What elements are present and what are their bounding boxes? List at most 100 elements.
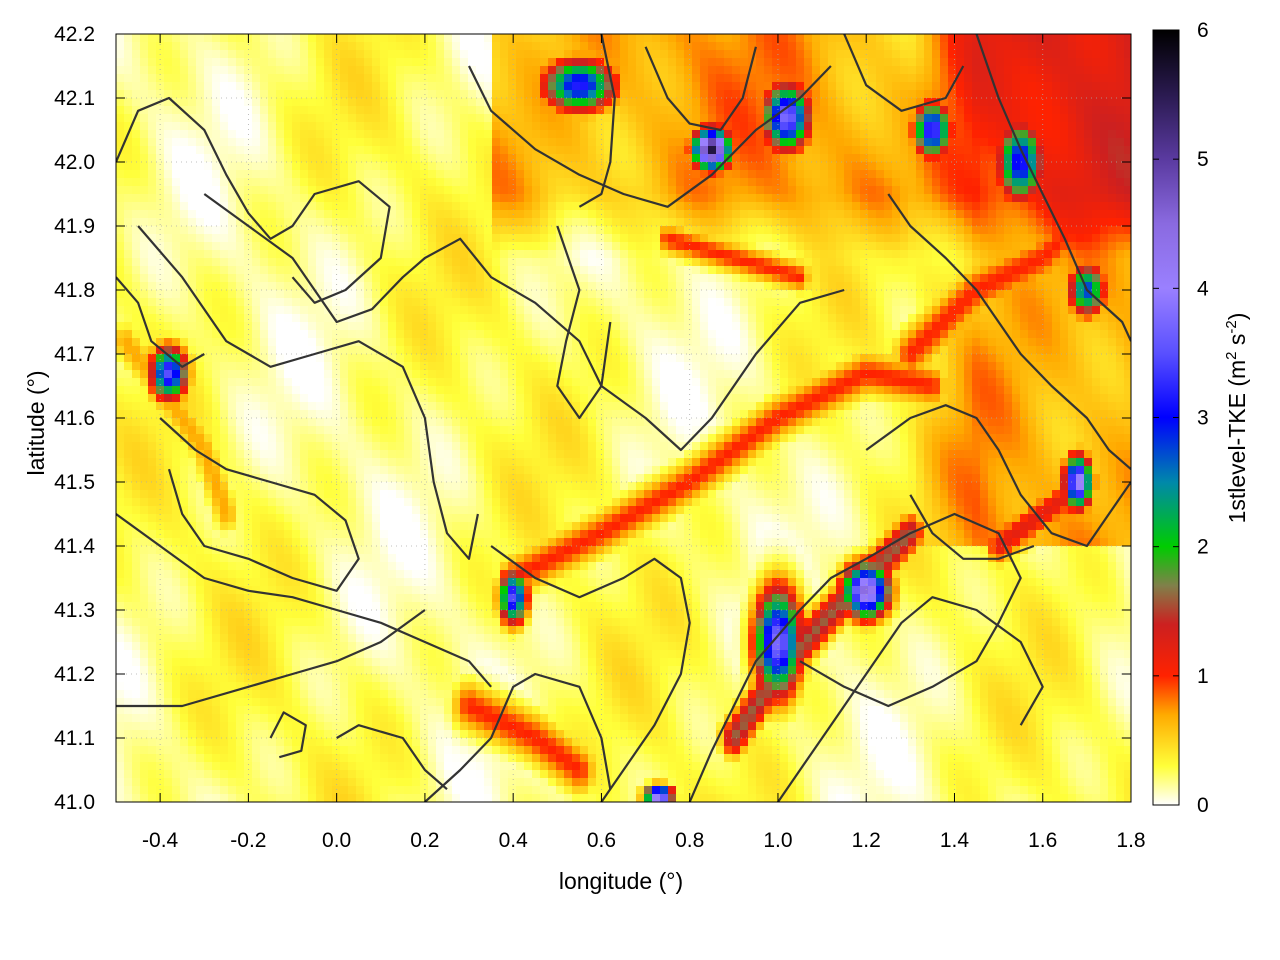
heatmap-cell [932,106,941,115]
heatmap-cell [844,162,853,171]
heatmap-cell [812,82,821,91]
heatmap-cell [772,218,781,227]
heatmap-cell [932,330,941,339]
heatmap-cell [628,122,637,131]
heatmap-cell [1092,322,1101,331]
heatmap-cell [692,154,701,163]
heatmap-cell [1084,202,1093,211]
heatmap-cell [964,322,973,331]
heatmap-cell [204,346,213,355]
heatmap-cell [124,314,133,323]
heatmap-cell [756,234,765,243]
heatmap-cell [1076,162,1085,171]
heatmap-cell [628,202,637,211]
heatmap-cell [148,290,157,299]
heatmap-cell [436,50,445,59]
heatmap-cell [276,178,285,187]
heatmap-cell [340,338,349,347]
heatmap-cell [1124,250,1131,259]
heatmap-cell [588,202,597,211]
heatmap-cell [148,282,157,291]
heatmap-cell [332,346,341,355]
heatmap-cell [884,154,893,163]
heatmap-cell [1092,170,1101,179]
heatmap-cell [1060,226,1069,235]
heatmap-cell [388,290,397,299]
heatmap-cell [420,330,429,339]
heatmap-cell [580,42,589,51]
heatmap-cell [116,266,125,275]
heatmap-cell [644,314,653,323]
heatmap-cell [484,122,493,131]
heatmap-cell [364,34,373,43]
heatmap-cell [164,346,173,355]
heatmap-cell [140,218,149,227]
heatmap-cell [484,266,493,275]
heatmap-cell [444,194,453,203]
heatmap-cell [436,282,445,291]
heatmap-cell [444,42,453,51]
heatmap-cell [988,298,997,307]
heatmap-cell [780,250,789,259]
heatmap-cell [612,194,621,203]
heatmap-cell [1092,234,1101,243]
heatmap-cell [788,210,797,219]
heatmap-cell [212,306,221,315]
heatmap-cell [948,186,957,195]
heatmap-cell [844,314,853,323]
heatmap-cell [148,98,157,107]
heatmap-cell [676,122,685,131]
heatmap-cell [852,330,861,339]
heatmap-cell [548,282,557,291]
heatmap-cell [268,162,277,171]
heatmap-cell [548,170,557,179]
heatmap-cell [612,154,621,163]
heatmap-cell [684,242,693,251]
heatmap-cell [708,138,717,147]
heatmap-cell [988,50,997,59]
heatmap-cell [284,42,293,51]
heatmap-cell [716,42,725,51]
heatmap-cell [252,258,261,267]
heatmap-cell [404,138,413,147]
heatmap-cell [436,330,445,339]
heatmap-cell [292,346,301,355]
heatmap-cell [692,266,701,275]
heatmap-cell [500,66,509,75]
heatmap-cell [1092,290,1101,299]
heatmap-cell [244,226,253,235]
heatmap-cell [580,58,589,67]
heatmap-cell [412,146,421,155]
heatmap-cell [292,66,301,75]
heatmap-cell [716,186,725,195]
heatmap-cell [1124,282,1131,291]
heatmap-cell [716,250,725,259]
heatmap-cell [636,282,645,291]
heatmap-cell [932,122,941,131]
heatmap-cell [356,34,365,43]
heatmap-cell [540,170,549,179]
heatmap-cell [700,138,709,147]
heatmap-cell [612,258,621,267]
heatmap-cell [596,34,605,43]
heatmap-cell [452,138,461,147]
heatmap-cell [588,218,597,227]
heatmap-cell [868,106,877,115]
heatmap-cell [708,130,717,139]
heatmap-cell [164,82,173,91]
heatmap-cell [388,330,397,339]
heatmap-cell [460,218,469,227]
heatmap-cell [572,242,581,251]
heatmap-cell [836,146,845,155]
heatmap-cell [1060,42,1069,51]
heatmap-cell [724,210,733,219]
heatmap-cell [140,66,149,75]
heatmap-cell [1044,314,1053,323]
heatmap-cell [764,266,773,275]
heatmap-cell [908,154,917,163]
heatmap-cell [396,258,405,267]
heatmap-cell [340,322,349,331]
heatmap-cell [492,322,501,331]
heatmap-cell [484,130,493,139]
heatmap-cell [644,146,653,155]
